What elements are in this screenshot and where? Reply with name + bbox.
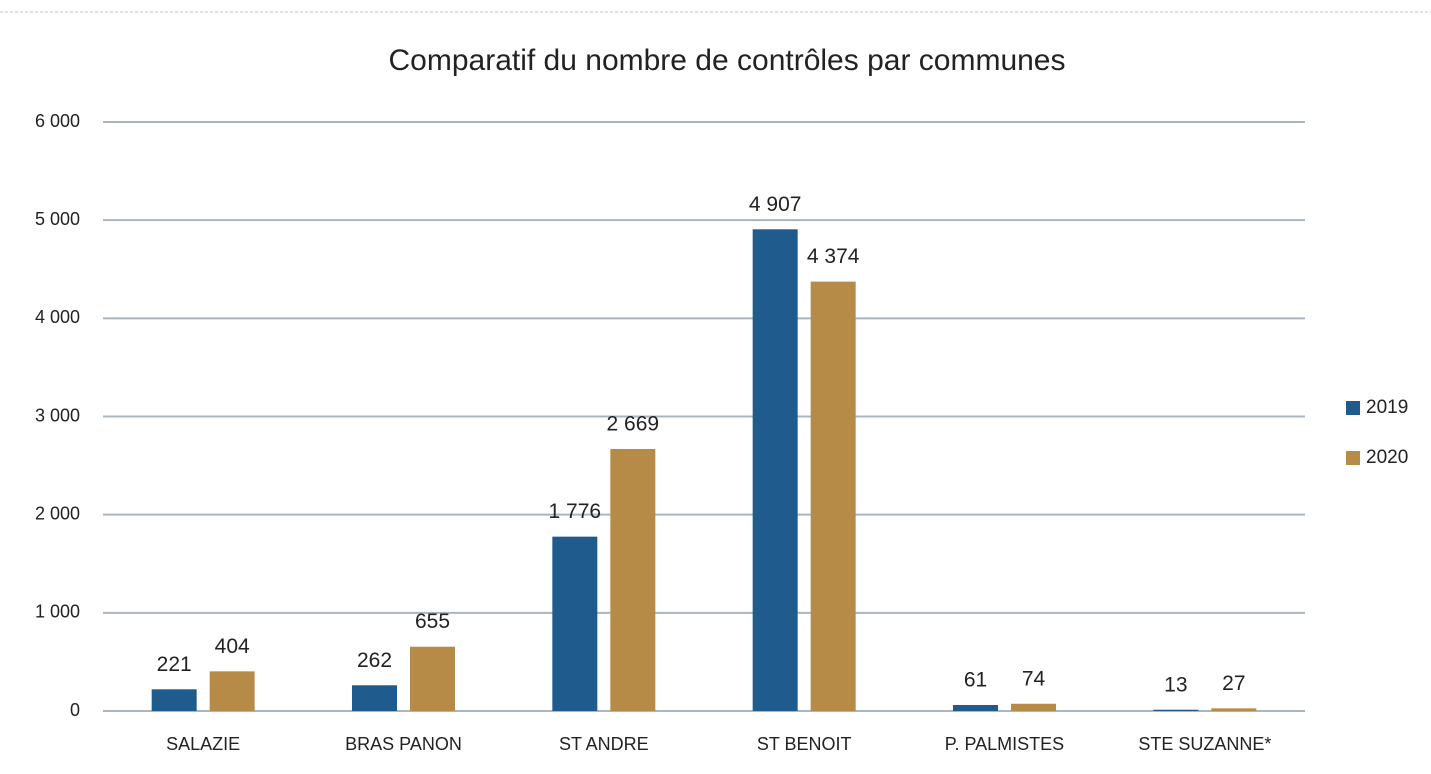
x-tick-label: STE SUZANNE* xyxy=(1138,734,1271,754)
data-label: 404 xyxy=(215,635,250,658)
bar xyxy=(1211,708,1257,711)
x-tick-label: SALAZIE xyxy=(166,734,240,754)
bar xyxy=(352,685,397,711)
data-label: 655 xyxy=(415,610,450,633)
x-tick-label: ST BENOIT xyxy=(757,734,852,754)
bar xyxy=(1011,703,1056,711)
bar xyxy=(610,448,656,711)
data-label: 61 xyxy=(964,669,987,692)
data-label: 13 xyxy=(1164,673,1187,696)
bar xyxy=(552,536,598,711)
y-tick-label: 5 000 xyxy=(35,209,80,229)
legend-label: 2019 xyxy=(1366,397,1408,418)
bar xyxy=(810,281,856,711)
x-tick-label: P. PALMISTES xyxy=(945,734,1064,754)
bar xyxy=(209,671,255,711)
data-label: 1 776 xyxy=(549,500,602,523)
y-tick-label: 2 000 xyxy=(35,503,80,523)
data-label: 221 xyxy=(157,653,192,676)
data-label: 2 669 xyxy=(607,413,660,436)
y-tick-label: 0 xyxy=(70,700,80,720)
y-tick-label: 6 000 xyxy=(35,111,80,131)
data-label: 27 xyxy=(1222,672,1245,695)
legend-swatch xyxy=(1346,401,1360,415)
chart-title: Comparatif du nombre de contrôles par co… xyxy=(389,44,1066,77)
data-label: 4 374 xyxy=(807,245,860,268)
y-tick-label: 4 000 xyxy=(35,307,80,327)
x-tick-label: ST ANDRE xyxy=(559,734,649,754)
legend-label: 2020 xyxy=(1366,447,1408,468)
bar xyxy=(151,689,197,711)
y-tick-label: 3 000 xyxy=(35,405,80,425)
bar xyxy=(953,705,998,711)
bar xyxy=(410,646,455,711)
bar xyxy=(1153,709,1199,711)
legend-swatch xyxy=(1346,451,1360,465)
data-label: 262 xyxy=(357,649,392,672)
data-label: 4 907 xyxy=(749,193,802,216)
y-tick-label: 1 000 xyxy=(35,602,80,622)
bar xyxy=(752,229,798,711)
data-label: 74 xyxy=(1022,667,1046,690)
x-tick-label: BRAS PANON xyxy=(345,734,462,754)
